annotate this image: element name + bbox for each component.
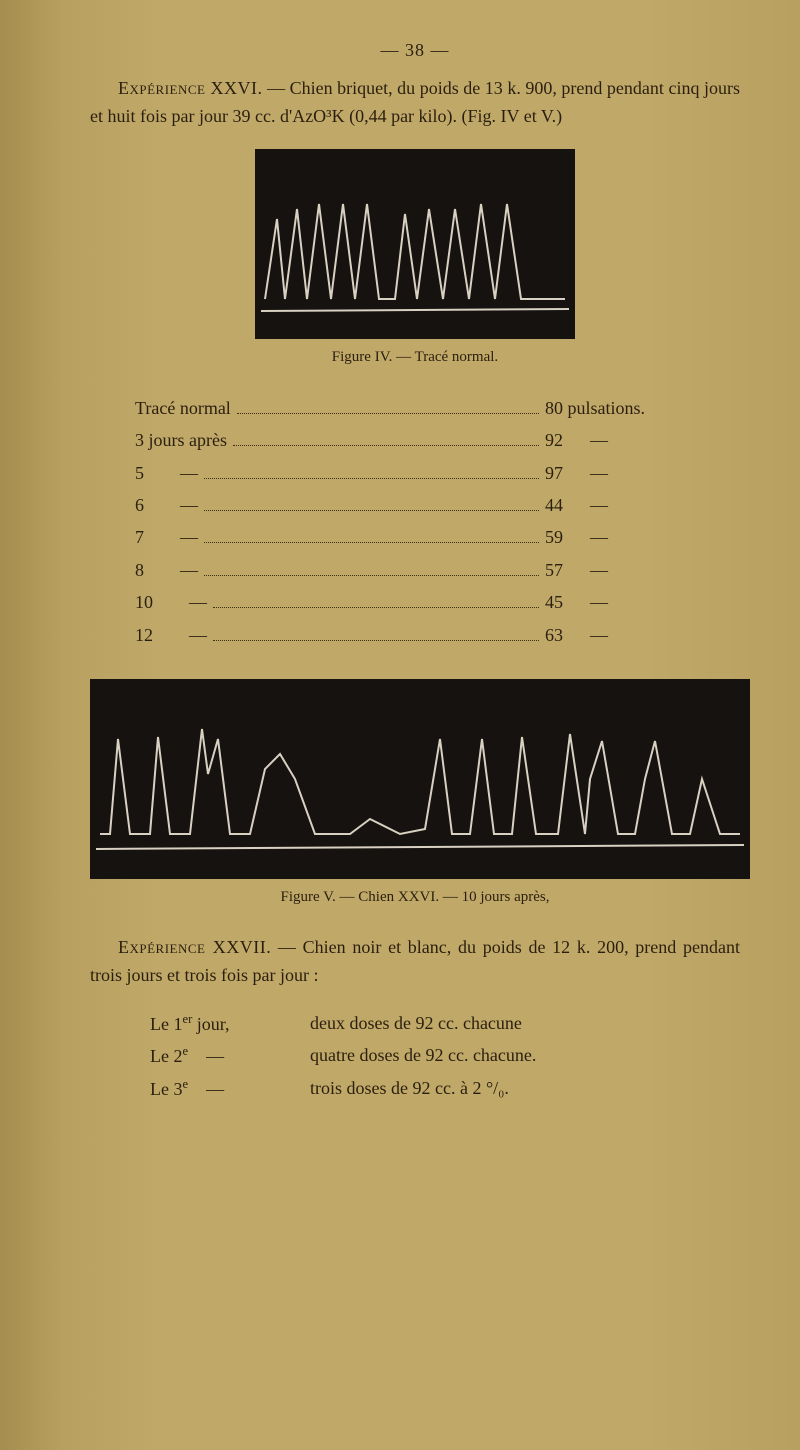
trace-row-value: 97 — xyxy=(545,457,695,489)
dose-list: Le 1er jour,deux doses de 92 cc. chacune… xyxy=(150,1008,740,1106)
leader-dots xyxy=(204,559,539,576)
experience-26-paragraph: Expérience XXVI. — Chien briquet, du poi… xyxy=(90,75,740,131)
trace-row-label: 7 — xyxy=(135,521,198,553)
dose-row-left: Le 1er jour, xyxy=(150,1008,310,1041)
leader-dots xyxy=(213,591,539,608)
figure-5-image xyxy=(90,679,750,879)
leader-dots xyxy=(237,397,539,414)
trace-row-label: 5 — xyxy=(135,457,198,489)
trace-row-label: 3 jours après xyxy=(135,424,227,456)
trace-row: 6 — 44 — xyxy=(135,489,695,521)
trace-row-value: 80 pulsations. xyxy=(545,392,695,424)
trace-row-value: 44 — xyxy=(545,489,695,521)
trace-table: Tracé normal 80 pulsations. 3 jours après 9… xyxy=(135,392,695,651)
dose-row-left: Le 2e — xyxy=(150,1040,310,1073)
trace-row-value: 92 — xyxy=(545,424,695,456)
trace-row: 8 — 57 — xyxy=(135,554,695,586)
leader-dots xyxy=(204,494,539,511)
figure-4-block: Figure IV. — Tracé normal. xyxy=(90,149,740,366)
dose-row: Le 2e —quatre doses de 92 cc. chacune. xyxy=(150,1040,740,1073)
leader-dots xyxy=(213,623,539,640)
page-number: — 38 — xyxy=(90,40,740,61)
figure-4-caption: Figure IV. — Tracé normal. xyxy=(332,349,498,366)
trace-row-label: 12 — xyxy=(135,619,207,651)
experience-27-paragraph: Expérience XXVII. — Chien noir et blanc,… xyxy=(90,934,740,990)
trace-row-label: 8 — xyxy=(135,554,198,586)
trace-row: 5 — 97 — xyxy=(135,457,695,489)
trace-row: Tracé normal 80 pulsations. xyxy=(135,392,695,424)
trace-row-value: 45 — xyxy=(545,586,695,618)
trace-row: 12 — 63 — xyxy=(135,619,695,651)
trace-row-value: 63 — xyxy=(545,619,695,651)
experience-27-title: Expérience XXVII. xyxy=(118,937,271,957)
leader-dots xyxy=(204,461,539,478)
leader-dots xyxy=(204,526,539,543)
dose-row-right: deux doses de 92 cc. chacune xyxy=(310,1008,522,1041)
dose-row: Le 3e —trois doses de 92 cc. à 2 °/₀. xyxy=(150,1073,740,1106)
figure-5-caption: Figure V. — Chien XXVI. — 10 jours après… xyxy=(90,889,740,906)
trace-row-label: 6 — xyxy=(135,489,198,521)
dose-row-left: Le 3e — xyxy=(150,1073,310,1106)
trace-row-value: 59 — xyxy=(545,521,695,553)
trace-row: 10 — 45 — xyxy=(135,586,695,618)
dose-row-right: trois doses de 92 cc. à 2 °/₀. xyxy=(310,1073,509,1106)
trace-row-value: 57 — xyxy=(545,554,695,586)
experience-26-title: Expérience XXVI. xyxy=(118,78,263,98)
trace-row-label: Tracé normal xyxy=(135,392,231,424)
trace-row: 7 — 59 — xyxy=(135,521,695,553)
dose-row-right: quatre doses de 92 cc. chacune. xyxy=(310,1040,536,1073)
leader-dots xyxy=(233,429,539,446)
trace-row: 3 jours après 92 — xyxy=(135,424,695,456)
dose-row: Le 1er jour,deux doses de 92 cc. chacune xyxy=(150,1008,740,1041)
figure-4-image xyxy=(255,149,575,339)
trace-row-label: 10 — xyxy=(135,586,207,618)
page: — 38 — Expérience XXVI. — Chien briquet,… xyxy=(0,0,800,1450)
